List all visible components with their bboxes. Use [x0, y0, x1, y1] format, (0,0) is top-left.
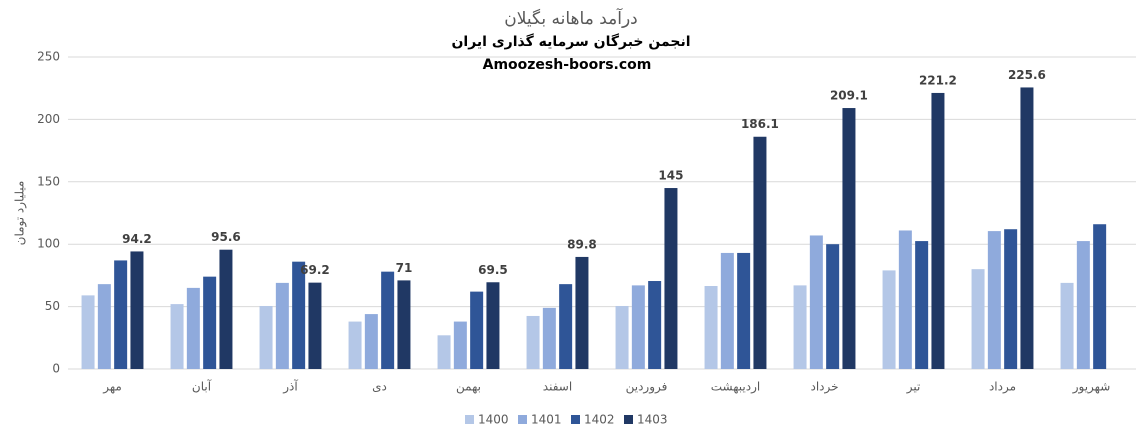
x-tick-label: دی — [372, 380, 387, 394]
legend-label: 1400 — [478, 413, 509, 427]
bar — [753, 136, 767, 369]
y-tick-label: 100 — [37, 237, 60, 251]
bar — [737, 252, 751, 369]
bar — [931, 92, 945, 370]
x-tick-label: اردیبهشت — [711, 380, 760, 395]
bar — [364, 314, 378, 369]
y-tick-label: 150 — [37, 174, 60, 188]
bar — [648, 281, 662, 369]
bar — [348, 321, 362, 369]
data-label: 69.5 — [478, 263, 508, 277]
bar — [486, 282, 500, 369]
legend-swatch — [465, 415, 474, 424]
x-tick-label: اسفند — [543, 380, 572, 394]
data-label: 145 — [658, 169, 683, 183]
bar — [259, 305, 273, 369]
bar — [397, 280, 411, 369]
x-tick-label: مرداد — [989, 380, 1016, 395]
watermark: Amoozesh-boors.com — [483, 57, 652, 73]
y-tick-label: 0 — [52, 362, 60, 376]
y-axis-title: میلیارد تومان — [13, 181, 28, 246]
data-label: 95.6 — [211, 230, 241, 244]
x-tick-label: خرداد — [810, 380, 838, 395]
data-label: 69.2 — [300, 263, 330, 277]
bar — [664, 188, 678, 369]
x-tick-label: فروردین — [626, 380, 668, 395]
bar — [898, 230, 912, 369]
data-label: 221.2 — [919, 73, 957, 87]
legend-swatch — [624, 415, 633, 424]
bar — [1004, 229, 1018, 369]
x-tick-label: تیر — [906, 380, 921, 395]
y-tick-label: 200 — [37, 112, 60, 126]
bar — [915, 241, 929, 369]
bar — [631, 285, 645, 369]
bar — [453, 321, 467, 369]
data-label: 89.8 — [567, 237, 597, 251]
bar — [987, 231, 1001, 369]
bar — [542, 307, 556, 369]
x-tick-label: آبان — [192, 379, 212, 394]
bar — [559, 284, 573, 369]
bar — [526, 315, 540, 369]
bar — [81, 295, 95, 369]
bar — [130, 251, 144, 369]
bar — [842, 108, 856, 369]
bar — [704, 286, 718, 369]
bar — [97, 284, 111, 369]
chart-subtitle: انجمن خبرگان سرمایه گذاری ایران — [451, 33, 690, 50]
legend-label: 1401 — [531, 413, 562, 427]
data-label: 71 — [396, 261, 413, 275]
legend-label: 1403 — [637, 413, 668, 427]
data-label: 225.6 — [1008, 68, 1046, 82]
x-tick-label: مهر — [102, 380, 122, 395]
bar — [793, 285, 807, 369]
bar — [1020, 87, 1034, 369]
x-tick-label: شهریور — [1072, 380, 1111, 395]
bar — [381, 271, 395, 369]
bar — [882, 270, 896, 369]
bar — [720, 252, 734, 369]
bar — [170, 304, 184, 369]
bar — [615, 305, 629, 369]
bar — [826, 244, 840, 369]
bar — [971, 269, 985, 369]
x-tick-label: آذر — [282, 379, 298, 395]
bar — [809, 235, 823, 369]
bar — [292, 261, 306, 369]
bar — [575, 256, 589, 369]
data-label: 186.1 — [741, 117, 779, 131]
bar — [275, 282, 289, 369]
bar — [1093, 224, 1107, 369]
bar — [1060, 282, 1074, 369]
data-label: 209.1 — [830, 89, 868, 103]
legend-label: 1402 — [584, 413, 615, 427]
bar — [186, 287, 200, 369]
bar — [437, 335, 451, 369]
bar — [470, 291, 484, 369]
bar — [219, 249, 233, 369]
bar — [1076, 241, 1090, 369]
y-tick-label: 250 — [37, 50, 60, 64]
bar — [203, 276, 217, 369]
legend-swatch — [571, 415, 580, 424]
data-label: 94.2 — [122, 232, 152, 246]
x-tick-label: بهمن — [456, 380, 481, 395]
bar — [114, 260, 128, 369]
chart-title: درآمد ماهانه بگیلان — [504, 7, 638, 29]
y-tick-label: 50 — [45, 299, 60, 313]
bar — [308, 282, 322, 369]
legend-swatch — [518, 415, 527, 424]
